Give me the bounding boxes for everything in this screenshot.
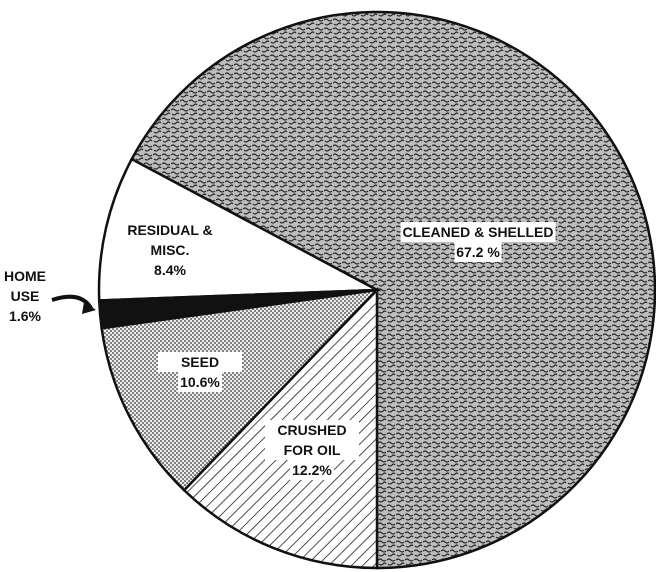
category-label: HOME USE <box>4 268 46 304</box>
slice-label: HOME USE 1.6% <box>0 266 55 326</box>
slice-label: CRUSHED FOR OIL 12.2% <box>265 420 359 480</box>
arrow-head <box>82 302 96 314</box>
value-label: 67.2 % <box>454 242 502 262</box>
value-label: 12.2% <box>290 460 334 480</box>
pie-slice <box>130 10 656 570</box>
value-label: 8.4% <box>154 262 186 278</box>
category-label: SEED <box>158 352 242 372</box>
slice-label: RESIDUAL & MISC. 8.4% <box>120 220 220 280</box>
value-label: 10.6% <box>178 372 222 392</box>
category-label: RESIDUAL & MISC. <box>127 222 213 258</box>
category-label: CLEANED & SHELLED <box>400 222 556 242</box>
value-label: 1.6% <box>9 308 41 324</box>
pie-slice <box>100 288 381 493</box>
slice-label: CLEANED & SHELLED 67.2 % <box>400 222 556 262</box>
category-label: CRUSHED FOR OIL <box>265 420 359 460</box>
pie-slice <box>97 157 382 302</box>
slice-label: SEED 10.6% <box>158 352 242 392</box>
